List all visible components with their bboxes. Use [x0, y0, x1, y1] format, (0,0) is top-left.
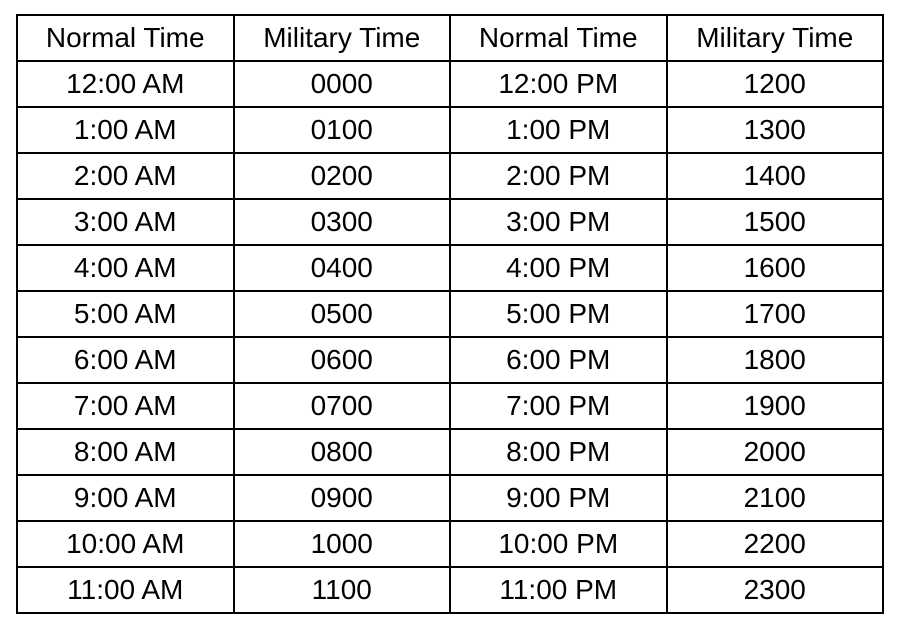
cell-military-time-pm: 1200 — [667, 61, 884, 107]
cell-normal-time-pm: 7:00 PM — [450, 383, 667, 429]
table-row: 2:00 AM 0200 2:00 PM 1400 — [17, 153, 883, 199]
table-row: 1:00 AM 0100 1:00 PM 1300 — [17, 107, 883, 153]
cell-normal-time-pm: 4:00 PM — [450, 245, 667, 291]
cell-military-time-am: 0600 — [234, 337, 451, 383]
time-conversion-table: Normal Time Military Time Normal Time Mi… — [16, 14, 884, 614]
cell-normal-time-am: 12:00 AM — [17, 61, 234, 107]
table-header-row: Normal Time Military Time Normal Time Mi… — [17, 15, 883, 61]
cell-military-time-pm: 2100 — [667, 475, 884, 521]
cell-military-time-pm: 2000 — [667, 429, 884, 475]
cell-normal-time-am: 4:00 AM — [17, 245, 234, 291]
column-header: Normal Time — [17, 15, 234, 61]
table-row: 5:00 AM 0500 5:00 PM 1700 — [17, 291, 883, 337]
column-header: Normal Time — [450, 15, 667, 61]
cell-normal-time-pm: 3:00 PM — [450, 199, 667, 245]
table-row: 8:00 AM 0800 8:00 PM 2000 — [17, 429, 883, 475]
cell-military-time-am: 0000 — [234, 61, 451, 107]
cell-military-time-am: 0500 — [234, 291, 451, 337]
table-header: Normal Time Military Time Normal Time Mi… — [17, 15, 883, 61]
cell-military-time-am: 0700 — [234, 383, 451, 429]
cell-normal-time-pm: 9:00 PM — [450, 475, 667, 521]
cell-normal-time-am: 5:00 AM — [17, 291, 234, 337]
cell-normal-time-pm: 6:00 PM — [450, 337, 667, 383]
table-row: 10:00 AM 1000 10:00 PM 2200 — [17, 521, 883, 567]
cell-normal-time-pm: 10:00 PM — [450, 521, 667, 567]
cell-military-time-am: 0800 — [234, 429, 451, 475]
cell-normal-time-am: 10:00 AM — [17, 521, 234, 567]
cell-military-time-pm: 2200 — [667, 521, 884, 567]
cell-military-time-pm: 1900 — [667, 383, 884, 429]
cell-military-time-am: 0200 — [234, 153, 451, 199]
cell-normal-time-pm: 8:00 PM — [450, 429, 667, 475]
cell-normal-time-am: 9:00 AM — [17, 475, 234, 521]
cell-normal-time-pm: 11:00 PM — [450, 567, 667, 613]
cell-normal-time-am: 7:00 AM — [17, 383, 234, 429]
cell-military-time-pm: 2300 — [667, 567, 884, 613]
table-body: 12:00 AM 0000 12:00 PM 1200 1:00 AM 0100… — [17, 61, 883, 613]
cell-normal-time-am: 11:00 AM — [17, 567, 234, 613]
table-row: 4:00 AM 0400 4:00 PM 1600 — [17, 245, 883, 291]
cell-military-time-pm: 1600 — [667, 245, 884, 291]
table-row: 9:00 AM 0900 9:00 PM 2100 — [17, 475, 883, 521]
cell-normal-time-am: 3:00 AM — [17, 199, 234, 245]
cell-military-time-am: 0900 — [234, 475, 451, 521]
column-header: Military Time — [234, 15, 451, 61]
column-header: Military Time — [667, 15, 884, 61]
cell-normal-time-pm: 5:00 PM — [450, 291, 667, 337]
cell-military-time-pm: 1700 — [667, 291, 884, 337]
cell-military-time-am: 0300 — [234, 199, 451, 245]
cell-normal-time-pm: 2:00 PM — [450, 153, 667, 199]
table-row: 7:00 AM 0700 7:00 PM 1900 — [17, 383, 883, 429]
cell-military-time-pm: 1300 — [667, 107, 884, 153]
cell-military-time-pm: 1500 — [667, 199, 884, 245]
table-row: 12:00 AM 0000 12:00 PM 1200 — [17, 61, 883, 107]
cell-normal-time-am: 2:00 AM — [17, 153, 234, 199]
cell-military-time-pm: 1800 — [667, 337, 884, 383]
cell-military-time-am: 1000 — [234, 521, 451, 567]
cell-normal-time-pm: 1:00 PM — [450, 107, 667, 153]
cell-normal-time-am: 6:00 AM — [17, 337, 234, 383]
table-row: 3:00 AM 0300 3:00 PM 1500 — [17, 199, 883, 245]
cell-normal-time-am: 8:00 AM — [17, 429, 234, 475]
table-row: 11:00 AM 1100 11:00 PM 2300 — [17, 567, 883, 613]
cell-military-time-pm: 1400 — [667, 153, 884, 199]
cell-military-time-am: 0100 — [234, 107, 451, 153]
cell-normal-time-pm: 12:00 PM — [450, 61, 667, 107]
cell-military-time-am: 1100 — [234, 567, 451, 613]
table-row: 6:00 AM 0600 6:00 PM 1800 — [17, 337, 883, 383]
cell-military-time-am: 0400 — [234, 245, 451, 291]
cell-normal-time-am: 1:00 AM — [17, 107, 234, 153]
